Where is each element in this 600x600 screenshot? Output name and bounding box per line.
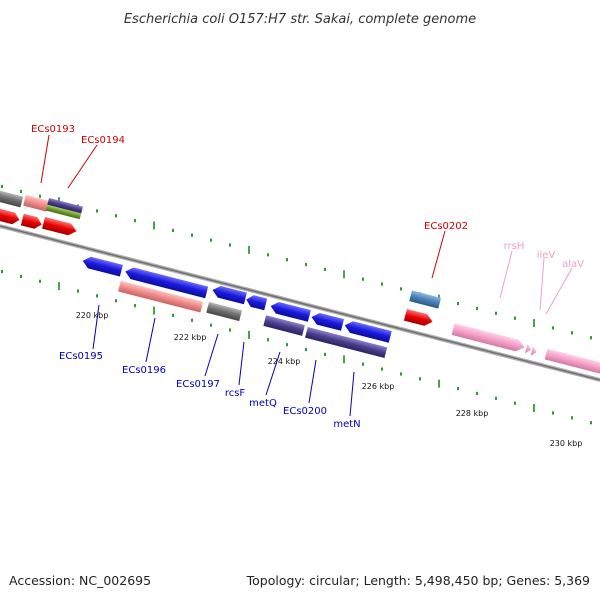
label-ECs0193[interactable]: ECs0193 <box>31 124 75 135</box>
genome-summary-text: Topology: circular; Length: 5,498,450 bp… <box>246 573 590 588</box>
feature-labels: ECs0193 ECs0194 ECs0202 rrsH ileV alaV E… <box>31 124 584 430</box>
feature-red-arrow-4[interactable] <box>403 308 434 328</box>
scale-label-222: 222 kbp <box>174 333 207 342</box>
feature-red-arrow-1[interactable] <box>0 206 21 226</box>
feature-blue-arrow-7[interactable] <box>343 319 392 343</box>
feature-ileV[interactable] <box>524 343 538 357</box>
label-ileV[interactable]: ileV <box>537 250 556 261</box>
feature-rcsF[interactable] <box>269 300 311 322</box>
scale-labels: 220 kbp 222 kbp 224 kbp 226 kbp 228 kbp … <box>76 311 583 448</box>
label-ECs0197[interactable]: ECs0197 <box>176 379 220 390</box>
feature-ECs0196[interactable] <box>118 280 204 313</box>
feature-grey-left[interactable] <box>0 189 24 208</box>
label-ECs0202[interactable]: ECs0202 <box>424 221 468 232</box>
feature-blue-arrow-1[interactable] <box>81 255 123 277</box>
feature-alaV[interactable] <box>544 348 600 375</box>
label-ECs0200[interactable]: ECs0200 <box>283 406 327 417</box>
label-ECs0195[interactable]: ECs0195 <box>59 351 103 362</box>
feature-blue-arrow-2[interactable] <box>124 266 209 299</box>
feature-ECs0202[interactable] <box>409 290 442 309</box>
label-leaders <box>40 134 573 417</box>
scale-label-226: 226 kbp <box>362 382 395 391</box>
accession-text: Accession: NC_002695 <box>9 573 151 588</box>
feature-ECs0197[interactable] <box>206 301 242 322</box>
feature-blue-arrow-4[interactable] <box>245 294 268 311</box>
feature-ECs0200[interactable] <box>305 326 388 359</box>
map-title: Escherichia coli O157:H7 str. Sakai, com… <box>124 12 476 27</box>
label-metN[interactable]: metN <box>333 419 360 430</box>
label-rrsH[interactable]: rrsH <box>504 241 525 252</box>
label-ECs0196[interactable]: ECs0196 <box>122 365 166 376</box>
feature-red-arrow-2[interactable] <box>20 213 43 231</box>
scale-label-220: 220 kbp <box>76 311 109 320</box>
lower-strand-features <box>81 255 392 359</box>
upper-strand-features <box>0 189 600 375</box>
scale-label-230: 230 kbp <box>550 439 583 448</box>
feature-red-arrow-3[interactable] <box>42 216 78 237</box>
label-ECs0194[interactable]: ECs0194 <box>81 135 125 146</box>
feature-metQ[interactable] <box>263 315 305 336</box>
label-metQ[interactable]: metQ <box>249 398 277 409</box>
feature-blue-arrow-6[interactable] <box>310 311 344 331</box>
scale-label-228: 228 kbp <box>456 409 489 418</box>
feature-ECs0193[interactable] <box>23 194 50 212</box>
feature-blue-arrow-3[interactable] <box>211 284 247 305</box>
feature-ECs0194[interactable] <box>45 197 83 220</box>
lower-tick-track <box>1 269 592 425</box>
feature-rrsH[interactable] <box>451 323 527 353</box>
label-alaV[interactable]: alaV <box>562 259 584 270</box>
scale-label-224: 224 kbp <box>268 357 301 366</box>
genome-backbone <box>0 224 600 382</box>
label-rcsF[interactable]: rcsF <box>225 388 246 399</box>
